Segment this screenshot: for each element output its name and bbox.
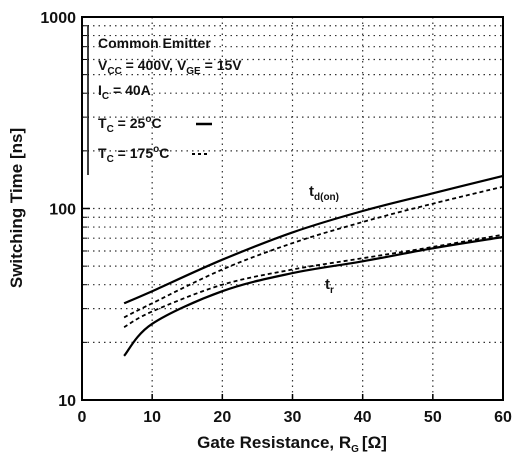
legend-conditions-voltage: VCC = 400V, VGE = 15V: [98, 57, 242, 77]
legend-entry-25c: TC = 25oC: [98, 114, 162, 135]
legend-conditions-current: IC = 40A: [98, 82, 151, 102]
y-tick-label: 1000: [40, 10, 76, 27]
y-tick-label: 100: [49, 202, 76, 219]
x-tick-label: 50: [424, 409, 442, 426]
grid-lines: [82, 17, 503, 400]
x-tick-label: 20: [213, 409, 231, 426]
axis-ticks: [81, 16, 504, 401]
series-line-3-solid: [123, 235, 504, 357]
legend-entry-175c: TC = 175oC: [98, 144, 169, 165]
x-axis-title: Gate Resistance, RG [Ω]: [197, 433, 387, 455]
x-tick-label: 40: [354, 409, 372, 426]
x-tick-label: 0: [78, 409, 87, 426]
td-on-curve-label: td(on): [309, 183, 339, 203]
x-tick-label: 60: [494, 409, 512, 426]
x-tick-label: 30: [284, 409, 302, 426]
y-axis-title: Switching Time [ns]: [7, 128, 26, 288]
y-tick-label: 10: [58, 393, 76, 410]
series-line-0-solid: [123, 174, 504, 305]
series-line-1-dashed: [123, 185, 504, 319]
tr-curve-label: tr: [325, 276, 334, 296]
curves: [123, 174, 504, 357]
legend-title: Common Emitter: [98, 35, 211, 51]
x-tick-label: 10: [143, 409, 161, 426]
